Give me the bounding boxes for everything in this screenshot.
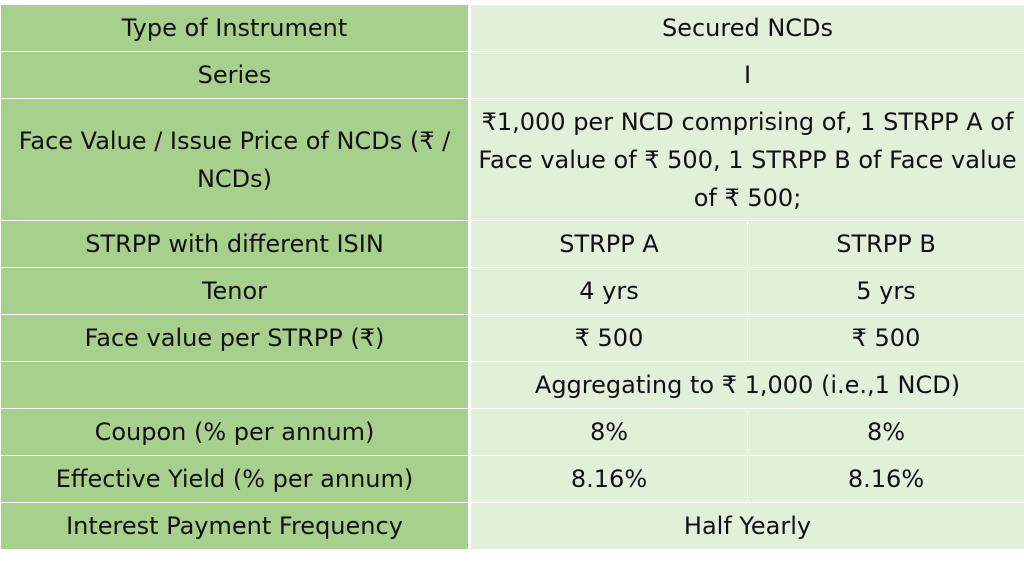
row-series: Series I: [0, 51, 1024, 99]
value-interest-frequency: Half Yearly: [468, 502, 1024, 550]
row-face-value-per-strpp: Face value per STRPP (₹) ₹ 500 ₹ 500: [0, 314, 1024, 362]
value-face-value-per-strpp-a: ₹ 500: [469, 314, 748, 362]
value-aggregate: Aggregating to ₹ 1,000 (i.e.,1 NCD): [468, 361, 1024, 409]
row-effective-yield: Effective Yield (% per annum) 8.16% 8.16…: [0, 455, 1024, 503]
label-face-value-per-strpp: Face value per STRPP (₹): [0, 314, 471, 362]
value-face-value-per-strpp-b: ₹ 500: [746, 314, 1024, 362]
value-effective-yield-a: 8.16%: [469, 455, 748, 503]
row-face-value: Face Value / Issue Price of NCDs (₹ / NC…: [0, 98, 1024, 221]
label-aggregate: [0, 361, 471, 409]
label-effective-yield: Effective Yield (% per annum): [0, 455, 471, 503]
label-tenor: Tenor: [0, 267, 471, 315]
value-coupon-a: 8%: [469, 408, 748, 456]
value-tenor-a: 4 yrs: [469, 267, 748, 315]
row-strpp-isin: STRPP with different ISIN STRPP A STRPP …: [0, 220, 1024, 268]
value-effective-yield-b: 8.16%: [746, 455, 1024, 503]
value-tenor-b: 5 yrs: [746, 267, 1024, 315]
row-interest-frequency: Interest Payment Frequency Half Yearly: [0, 502, 1024, 550]
value-strpp-b: STRPP B: [746, 220, 1024, 268]
value-face-value: ₹1,000 per NCD comprising of, 1 STRPP A …: [468, 98, 1024, 221]
label-strpp-isin: STRPP with different ISIN: [0, 220, 471, 268]
ncd-terms-table: Type of Instrument Secured NCDs Series I…: [0, 4, 1024, 550]
value-series: I: [468, 51, 1024, 99]
label-interest-frequency: Interest Payment Frequency: [0, 502, 471, 550]
label-series: Series: [0, 51, 471, 99]
label-type-of-instrument: Type of Instrument: [0, 4, 471, 52]
value-type-of-instrument: Secured NCDs: [468, 4, 1024, 52]
value-coupon-b: 8%: [746, 408, 1024, 456]
value-strpp-a: STRPP A: [469, 220, 748, 268]
row-tenor: Tenor 4 yrs 5 yrs: [0, 267, 1024, 315]
row-type-of-instrument: Type of Instrument Secured NCDs: [0, 4, 1024, 52]
label-face-value: Face Value / Issue Price of NCDs (₹ / NC…: [0, 98, 471, 221]
label-coupon: Coupon (% per annum): [0, 408, 471, 456]
row-coupon: Coupon (% per annum) 8% 8%: [0, 408, 1024, 456]
row-aggregate: Aggregating to ₹ 1,000 (i.e.,1 NCD): [0, 361, 1024, 409]
